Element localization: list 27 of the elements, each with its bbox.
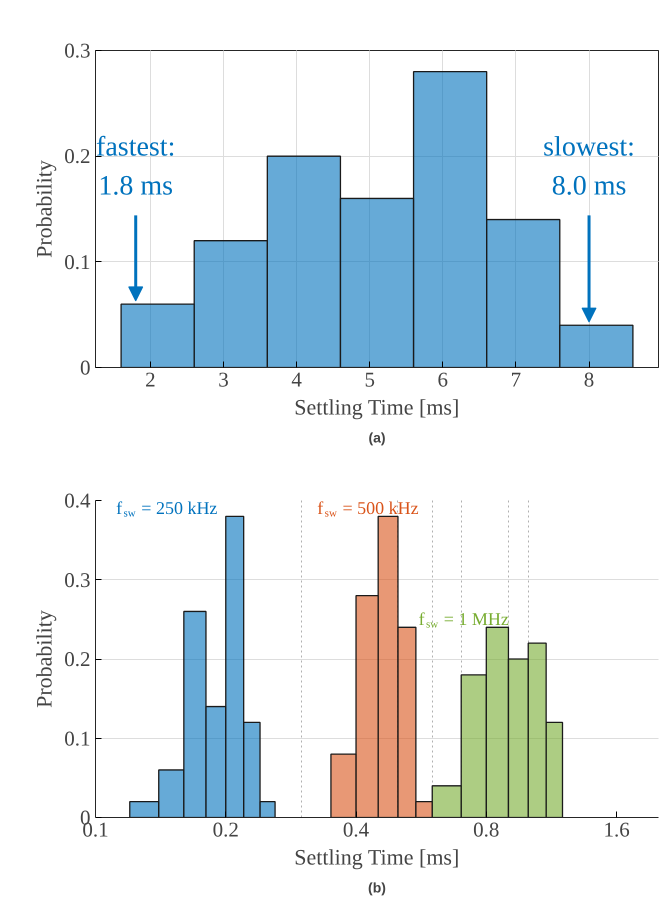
x-axis-title: Settling Time [ms]: [294, 844, 460, 870]
x-tick-label: 7: [510, 368, 522, 392]
x-tick-label: 5: [364, 368, 375, 392]
y-tick-label: 0.4: [64, 488, 91, 512]
text: (a): [368, 430, 386, 446]
x-tick-label: 8: [584, 368, 594, 392]
y-tick-label: 0.1: [64, 726, 90, 750]
x-axis-title: Settling Time [ms]: [294, 394, 460, 420]
x-tick-label: 3: [218, 368, 229, 392]
y-tick-label: 0: [80, 356, 90, 380]
y-tick-label: 0.2: [64, 647, 90, 671]
x-tick-label: 2: [145, 368, 156, 392]
y-tick-label: 0.2: [64, 144, 90, 168]
annotation: fastest: 1.8 ms: [96, 132, 176, 202]
text: (b): [368, 880, 386, 896]
y-axis-title: Probability: [31, 160, 56, 258]
x-tick-label: 0.4: [342, 818, 370, 842]
x-tick-label: 0.8: [473, 818, 500, 842]
y-tick-label: 0.1: [64, 250, 90, 274]
x-tick-label: 1.6: [603, 818, 630, 842]
annotation: slowest: 8.0 ms: [543, 132, 635, 202]
x-tick-label: 4: [291, 368, 302, 392]
y-tick-label: 0.3: [64, 568, 90, 592]
x-tick-label: 6: [438, 368, 448, 392]
y-axis-title: Probability: [31, 610, 56, 708]
y-tick-label: 0.3: [64, 38, 90, 62]
x-tick-label: 0.2: [212, 818, 239, 842]
